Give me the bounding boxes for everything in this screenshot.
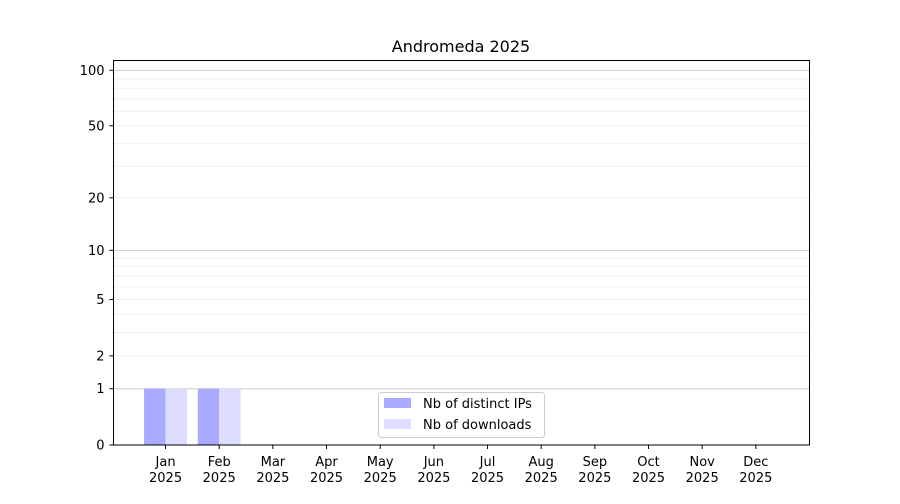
- x-tick-label-year: 2025: [525, 471, 558, 486]
- x-tick-label-month: Sep: [583, 455, 608, 470]
- x-tick-label-month: Mar: [261, 455, 286, 470]
- x-tick-label-year: 2025: [310, 471, 343, 486]
- x-tick-label-year: 2025: [149, 471, 182, 486]
- y-tick-label: 100: [80, 64, 105, 79]
- x-tick-label-month: Feb: [208, 455, 231, 470]
- x-tick-label-year: 2025: [632, 471, 665, 486]
- x-tick-label-year: 2025: [203, 471, 236, 486]
- legend-swatch: [384, 419, 411, 429]
- x-tick-label-month: Apr: [315, 455, 338, 470]
- x-tick-label-year: 2025: [739, 471, 772, 486]
- bars: [144, 388, 241, 445]
- x-tick-label-month: May: [367, 455, 394, 470]
- x-tick-label-month: Oct: [637, 455, 659, 470]
- x-tick-label-year: 2025: [364, 471, 397, 486]
- bar-downloads: [165, 388, 188, 445]
- y-tick-label: 1: [96, 382, 104, 397]
- legend-label: Nb of downloads: [423, 418, 532, 433]
- y-tick-label: 10: [88, 244, 105, 259]
- x-tick-label-month: Aug: [528, 455, 553, 470]
- y-tick-label: 50: [88, 119, 105, 134]
- legend: Nb of distinct IPs Nb of downloads: [378, 392, 545, 438]
- x-tick-label-month: Jan: [155, 455, 176, 470]
- x-axis: Jan2025Feb2025Mar2025Apr2025May2025Jun20…: [149, 445, 772, 486]
- x-tick-label-year: 2025: [686, 471, 719, 486]
- y-tick-label: 20: [88, 191, 105, 206]
- legend-swatch: [384, 398, 411, 408]
- x-tick-label-year: 2025: [417, 471, 450, 486]
- bar-downloads: [219, 388, 241, 445]
- x-tick-label-month: Dec: [743, 455, 768, 470]
- x-tick-label-month: Jul: [479, 455, 496, 470]
- y-tick-label: 2: [96, 349, 104, 364]
- x-tick-label-year: 2025: [471, 471, 504, 486]
- x-tick-label-year: 2025: [256, 471, 289, 486]
- x-tick-label-month: Jun: [423, 455, 444, 470]
- x-tick-label-month: Nov: [689, 455, 715, 470]
- legend-label: Nb of distinct IPs: [423, 397, 532, 412]
- grid: [113, 69, 810, 390]
- x-tick-label-year: 2025: [578, 471, 611, 486]
- chart-title: Andromeda 2025: [392, 37, 530, 56]
- legend-box: [378, 392, 545, 438]
- y-axis: 0 1 2 5 10 20 50 100: [80, 64, 114, 454]
- bar-distinct-ips: [144, 388, 166, 445]
- bar-distinct-ips: [197, 388, 220, 445]
- y-tick-label: 5: [96, 293, 104, 308]
- y-tick-label: 0: [96, 439, 104, 454]
- plot-frame: [113, 60, 810, 446]
